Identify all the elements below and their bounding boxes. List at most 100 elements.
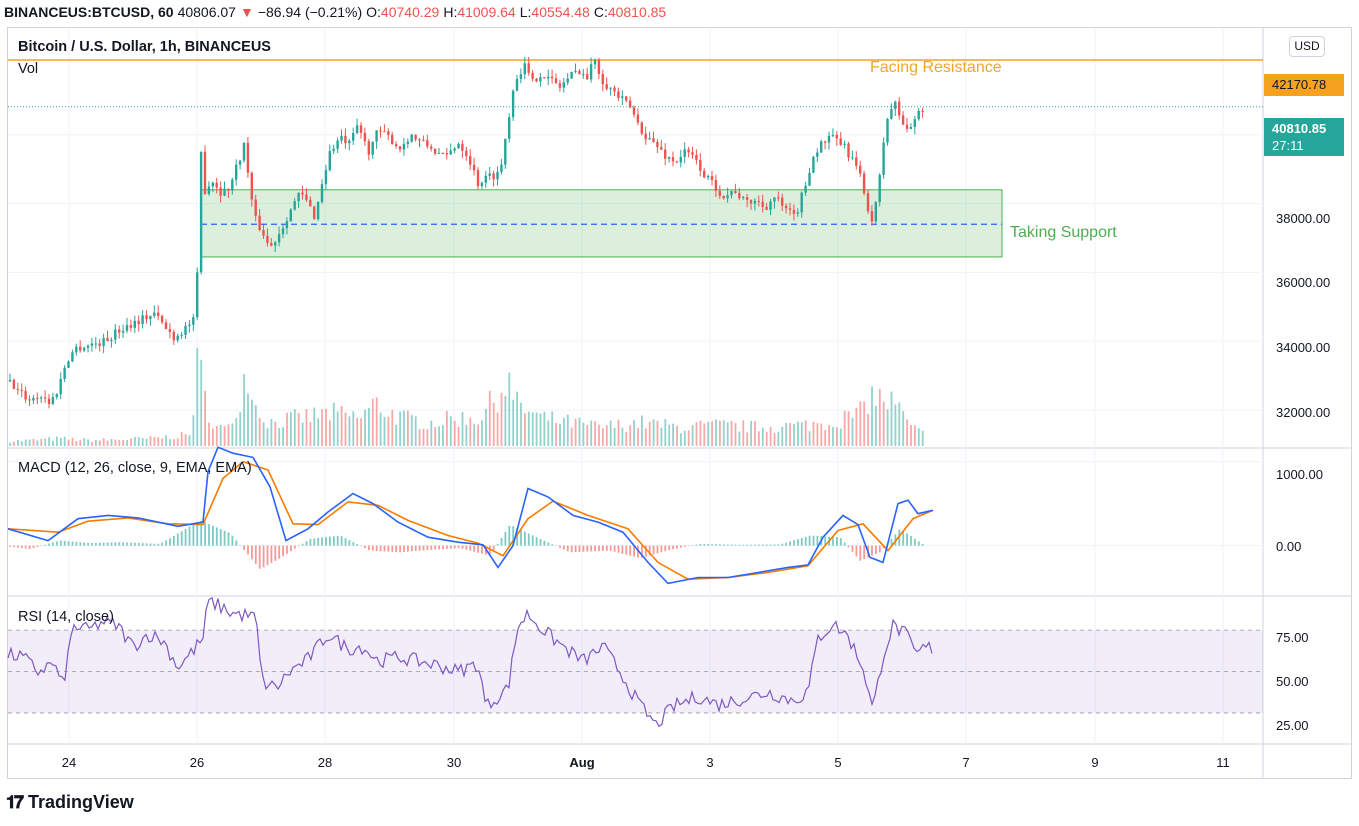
candle [894, 101, 897, 110]
volume-bar [239, 412, 242, 446]
macd-histogram-bar [95, 542, 97, 546]
time-tick: 28 [317, 755, 333, 770]
candle [586, 74, 589, 80]
volume-bar [293, 409, 296, 446]
candle [344, 135, 347, 144]
volume-bar [695, 422, 698, 446]
volume-bar [286, 412, 288, 446]
volume-bar [360, 418, 362, 446]
macd-histogram-bar [793, 540, 795, 546]
macd-line [7, 446, 934, 585]
macd-histogram-bar [808, 535, 811, 546]
volume-bar [902, 411, 905, 446]
candle [324, 170, 328, 185]
volume-bar [656, 420, 659, 446]
macd-histogram-bar [110, 542, 113, 546]
volume-bar [769, 427, 772, 446]
volume-bar [137, 437, 140, 446]
candle [667, 157, 671, 159]
volume-bar [641, 415, 643, 446]
time-tick: 9 [1091, 755, 1099, 770]
macd-histogram-bar [695, 544, 698, 546]
macd-histogram-bar [352, 542, 355, 546]
volume-bar [524, 413, 526, 446]
candle [562, 82, 565, 88]
candle [164, 322, 168, 330]
macd-histogram-bar [360, 545, 362, 547]
candle [133, 320, 136, 328]
candle [168, 329, 172, 332]
candle [656, 141, 659, 148]
tradingview-logo-icon: 𝟏𝟕 [6, 792, 24, 812]
volume-bar [570, 427, 573, 446]
macd-histogram-bar [442, 545, 444, 550]
resistance-price-tag: 42170.78 [1264, 74, 1344, 96]
volume-bar [91, 442, 93, 446]
candle [316, 201, 320, 220]
macd-histogram-bar [102, 542, 105, 546]
macd-histogram-bar [633, 545, 635, 557]
candle [878, 174, 881, 203]
volume-bar [414, 416, 417, 446]
candle [874, 202, 877, 222]
candle [348, 140, 351, 144]
symbol-label[interactable]: BINANCEUS:BTCUSD, 60 [4, 4, 174, 20]
volume-bar [442, 425, 444, 446]
macd-histogram-bar [356, 544, 359, 546]
price-change: −86.94 (−0.21%) [257, 4, 363, 20]
volume-bar [410, 414, 413, 446]
macd-histogram-bar [399, 545, 401, 553]
candle [387, 131, 390, 135]
rsi-tick: 75.00 [1276, 630, 1309, 645]
macd-histogram-bar [169, 538, 171, 546]
macd-histogram-bar [800, 537, 803, 546]
macd-histogram-bar [843, 542, 846, 546]
volume-bar [403, 410, 405, 446]
candle [679, 156, 682, 163]
macd-histogram-bar [79, 542, 82, 546]
macd-histogram-bar [496, 544, 499, 546]
volume-bar [453, 420, 456, 446]
candle [687, 149, 690, 153]
candle [98, 343, 101, 346]
macd-histogram-bar [586, 545, 589, 552]
macd-histogram-bar [664, 545, 667, 552]
candle [422, 139, 425, 141]
macd-histogram-bar [656, 545, 659, 554]
candle [722, 195, 725, 199]
candle [414, 134, 417, 140]
last-price-tag: 40810.85 27:11 [1264, 118, 1344, 156]
macd-histogram-bar [410, 545, 413, 552]
candle [847, 143, 850, 158]
volume-bar [754, 420, 756, 446]
candle [43, 397, 47, 399]
candle [476, 170, 480, 187]
candle [75, 346, 78, 353]
candle [781, 197, 784, 206]
candle [913, 119, 916, 127]
brand[interactable]: 𝟏𝟕 TradingView [6, 792, 134, 813]
volume-bar [399, 411, 401, 446]
currency-button[interactable]: USD [1289, 36, 1325, 57]
price-tick: 38000.00 [1276, 211, 1331, 226]
macd-histogram-bar [871, 545, 873, 556]
candle [398, 146, 402, 150]
candle [461, 143, 464, 151]
candle [371, 141, 374, 155]
macd-histogram-bar [293, 545, 296, 549]
candle [82, 347, 86, 351]
volume-bar [134, 436, 136, 446]
volume-bar [664, 419, 667, 446]
rsi-line [7, 596, 933, 728]
macd-histogram-bar [329, 536, 331, 546]
candle [753, 200, 757, 204]
macd-histogram-bar [321, 537, 323, 546]
macd-histogram-bar [547, 542, 550, 546]
macd-histogram-bar [262, 545, 265, 568]
macd-histogram-bar [520, 529, 522, 546]
time-tick: 3 [706, 755, 714, 770]
volume-bar [352, 411, 355, 446]
candle [699, 159, 702, 171]
macd-histogram-bar [309, 538, 312, 546]
